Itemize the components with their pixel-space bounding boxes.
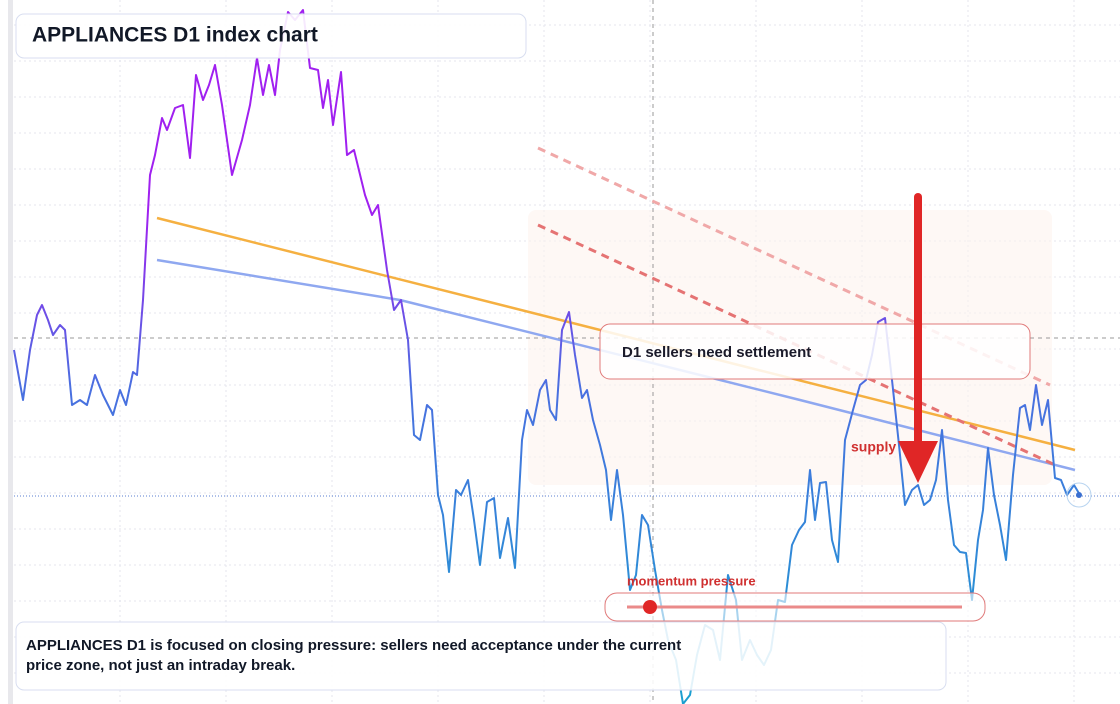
arrow-head [898, 441, 938, 483]
note-wrap: APPLIANCES D1 is focused on closing pres… [26, 637, 682, 674]
chart-title: APPLIANCES D1 index chart [32, 24, 318, 47]
note-text: APPLIANCES D1 is focused on closing pres… [26, 637, 682, 674]
callout-box [599, 323, 1031, 380]
price-line [13, 9, 1081, 704]
last-ring [1066, 482, 1092, 508]
momentum-label: momentum pressure [627, 573, 756, 588]
last-dot [1076, 492, 1082, 498]
callout-text: D1 sellers need settlement [622, 344, 811, 361]
supply-label: supply [851, 439, 896, 455]
overlay-line [537, 146, 1051, 387]
note-box [15, 621, 947, 691]
left-border [8, 0, 13, 704]
title-box [15, 13, 527, 59]
momentum-dot [643, 600, 657, 614]
